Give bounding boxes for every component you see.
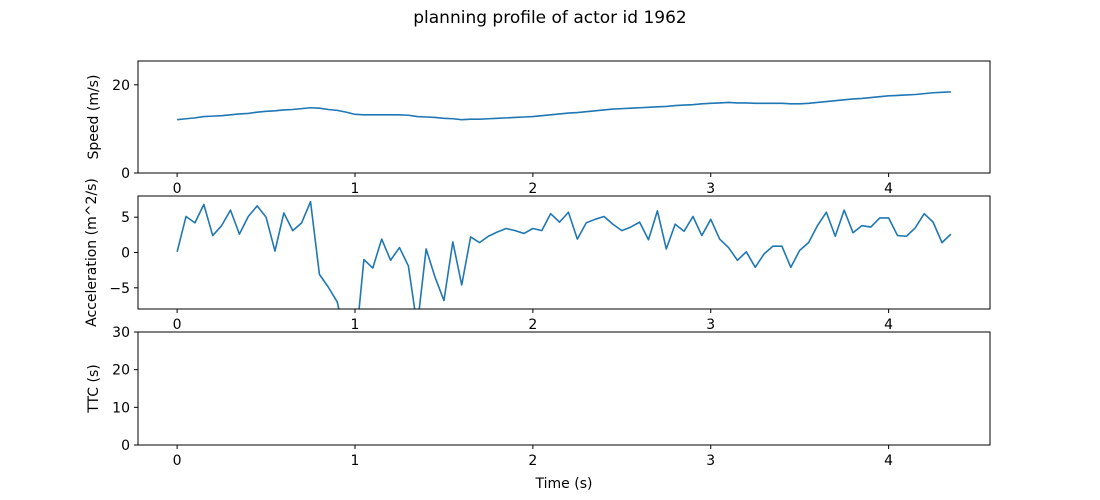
- speed-x-tick-label: 3: [706, 181, 715, 197]
- speed-x-tick-label: 2: [528, 181, 537, 197]
- speed-y-axis-label: Speed (m/s): [86, 75, 102, 160]
- acceleration-panel: 0 1 2 3 4 −5 0 5 Acceleration (m^2/s): [84, 178, 991, 333]
- ttc-x-tick-label: 0: [173, 453, 182, 469]
- speed-y-tick-label: 0: [121, 166, 130, 182]
- speed-x-tick-label: 0: [173, 181, 182, 197]
- ttc-x-tick-label: 2: [528, 453, 537, 469]
- ttc-x-tick-label: 3: [706, 453, 715, 469]
- speed-y-tick-label: 20: [112, 78, 130, 94]
- acceleration-x-tick-label: 1: [351, 317, 360, 333]
- figure-title: planning profile of actor id 1962: [413, 8, 686, 28]
- speed-series-line: [177, 91, 951, 121]
- speed-x-tick-label: 1: [351, 181, 360, 197]
- acceleration-x-tick-label: 0: [173, 317, 182, 333]
- acceleration-x-tick-label: 2: [528, 317, 537, 333]
- ttc-axes-frame: [137, 331, 991, 446]
- speed-axes-frame: [137, 60, 991, 174]
- acceleration-x-tick-label: 3: [706, 317, 715, 333]
- acceleration-series-line: [176, 200, 952, 309]
- ttc-y-tick-label: 0: [121, 438, 130, 454]
- ttc-y-tick-label: 30: [112, 325, 130, 341]
- ttc-panel: 0 1 2 3 4 0 10 20 30 TTC (s) Time (s): [86, 325, 991, 492]
- acceleration-y-tick-label: −5: [109, 281, 130, 297]
- ttc-y-tick-label: 20: [112, 363, 130, 379]
- speed-x-tick-label: 4: [884, 181, 893, 197]
- ttc-x-tick-label: 4: [884, 453, 893, 469]
- acceleration-y-tick-label: 0: [121, 246, 130, 262]
- acceleration-x-tick-label: 4: [884, 317, 893, 333]
- ttc-x-axis-label: Time (s): [535, 476, 593, 492]
- ttc-y-axis-label: TTC (s): [86, 364, 102, 413]
- ttc-x-tick-label: 1: [351, 453, 360, 469]
- acceleration-y-axis-label: Acceleration (m^2/s): [84, 178, 100, 327]
- ttc-y-tick-label: 10: [112, 400, 130, 416]
- speed-panel: 0 1 2 3 4 0 20 Speed (m/s): [86, 60, 991, 197]
- acceleration-y-tick-label: 5: [121, 210, 130, 226]
- acceleration-axes-frame: [137, 195, 991, 310]
